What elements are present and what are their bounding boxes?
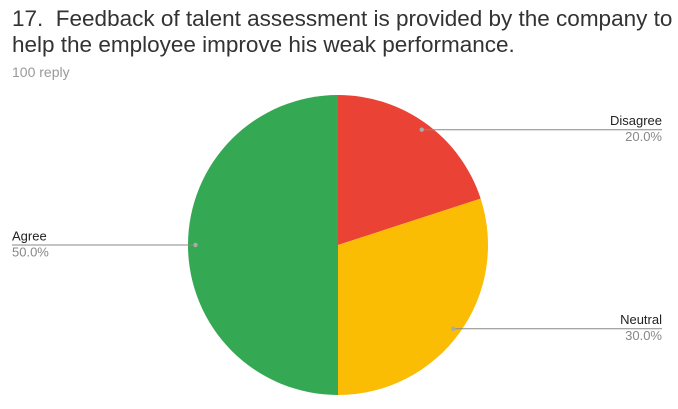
pie-slice <box>338 95 481 245</box>
slice-label: Neutral <box>620 312 662 327</box>
slice-label: Agree <box>12 228 47 243</box>
leader-dot <box>451 326 456 331</box>
slice-value-label: 20.0% <box>625 129 662 144</box>
leader-dot <box>193 242 198 248</box>
leader-dot <box>419 127 424 132</box>
chart-subtitle: 100 reply <box>12 64 70 80</box>
slice-value-label: 30.0% <box>625 328 662 343</box>
slice-label: Disagree <box>610 113 662 128</box>
slice-value-label: 50.0% <box>12 244 49 259</box>
chart-title: 17. Feedback of talent assessment is pro… <box>12 6 673 57</box>
pie-slice <box>188 95 338 395</box>
pie-slice <box>338 198 488 395</box>
